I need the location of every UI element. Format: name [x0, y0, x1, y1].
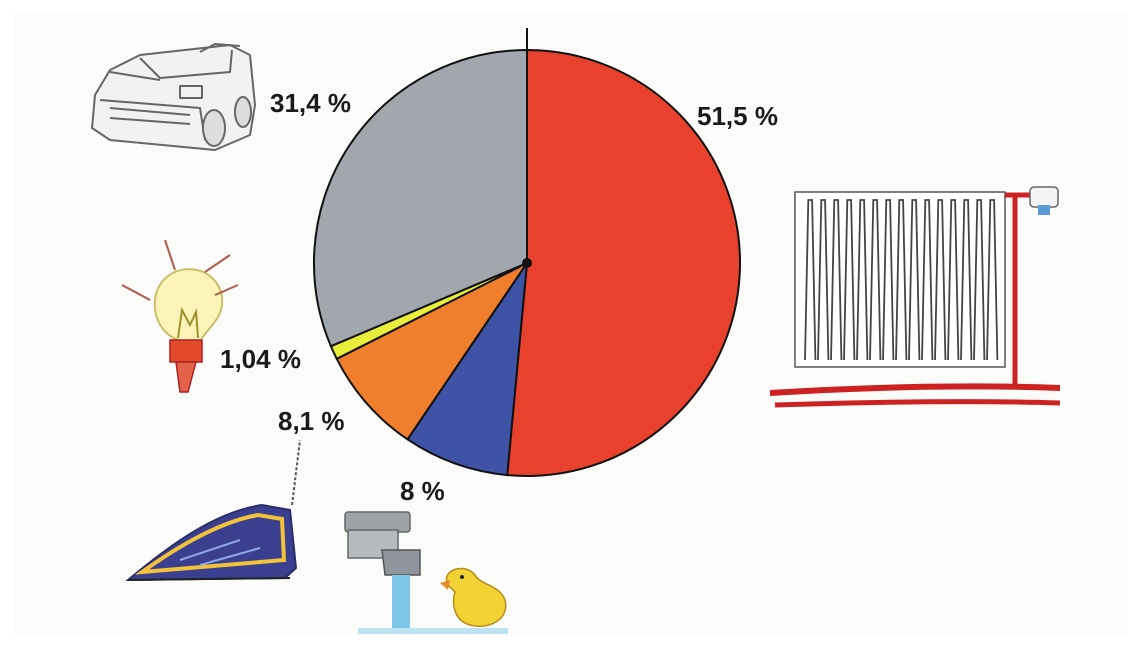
label-radiator: 51,5 % [697, 101, 778, 131]
radiator-fins [804, 199, 999, 361]
water-tap-icon [344, 511, 508, 634]
pie-slice-radiator [506, 48, 741, 477]
pie-slices [312, 48, 741, 477]
rubber-duck-icon [440, 567, 507, 627]
label-water-tap: 8 % [400, 476, 445, 506]
pie-slice-car [312, 48, 528, 348]
pie-center-dot [522, 258, 532, 268]
label-car: 31,4 % [270, 88, 351, 118]
label-light-bulb: 1,04 % [220, 344, 301, 374]
iron-icon [125, 439, 301, 582]
pie-slice-iron [335, 260, 530, 441]
car-icon [91, 43, 256, 151]
pie-slice-water-tap [406, 262, 528, 477]
radiator-icon [769, 186, 1061, 408]
label-iron: 8,1 % [278, 406, 345, 436]
light-bulb-icon [121, 239, 239, 393]
